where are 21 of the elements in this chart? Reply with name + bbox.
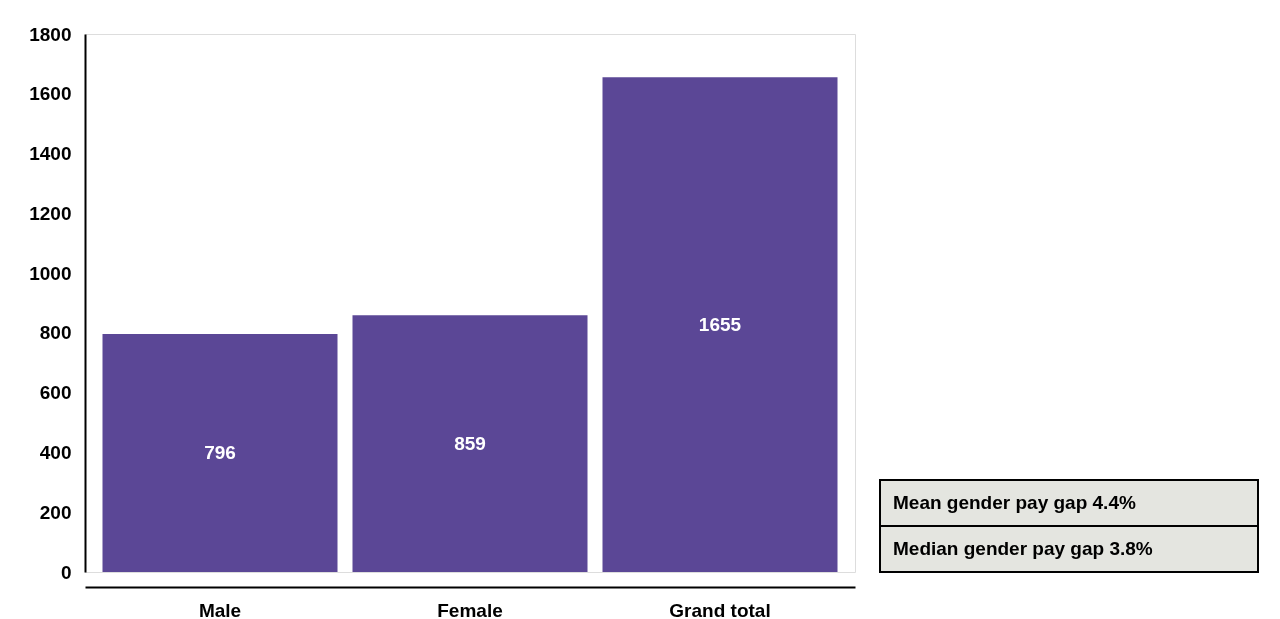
y-tick-label: 1000 (29, 262, 72, 284)
y-tick-label: 1400 (29, 143, 72, 165)
x-tick-label: Grand total (669, 599, 771, 619)
data-label: 796 (204, 442, 236, 464)
bar (352, 315, 588, 572)
bar (102, 334, 338, 572)
y-tick-label: 600 (39, 382, 72, 404)
bar (602, 77, 838, 572)
data-label: 1655 (698, 313, 742, 335)
text: Mean gender pay gap 4.4% (893, 492, 1136, 513)
x-tick-label: Female (437, 599, 503, 619)
y-tick-label: 200 (39, 501, 72, 523)
y-tick-label: 400 (39, 441, 72, 463)
y-tick-label: 0 (60, 561, 72, 583)
y-tick-label: 1600 (29, 83, 72, 105)
data-label: 859 (454, 432, 486, 454)
x-tick-label: Male (198, 599, 242, 619)
y-tick-label: 1200 (29, 202, 72, 224)
y-tick-label: 800 (39, 322, 72, 344)
y-tick-label: 1800 (29, 23, 72, 45)
text: Median gender pay gap 3.8% (893, 538, 1153, 559)
